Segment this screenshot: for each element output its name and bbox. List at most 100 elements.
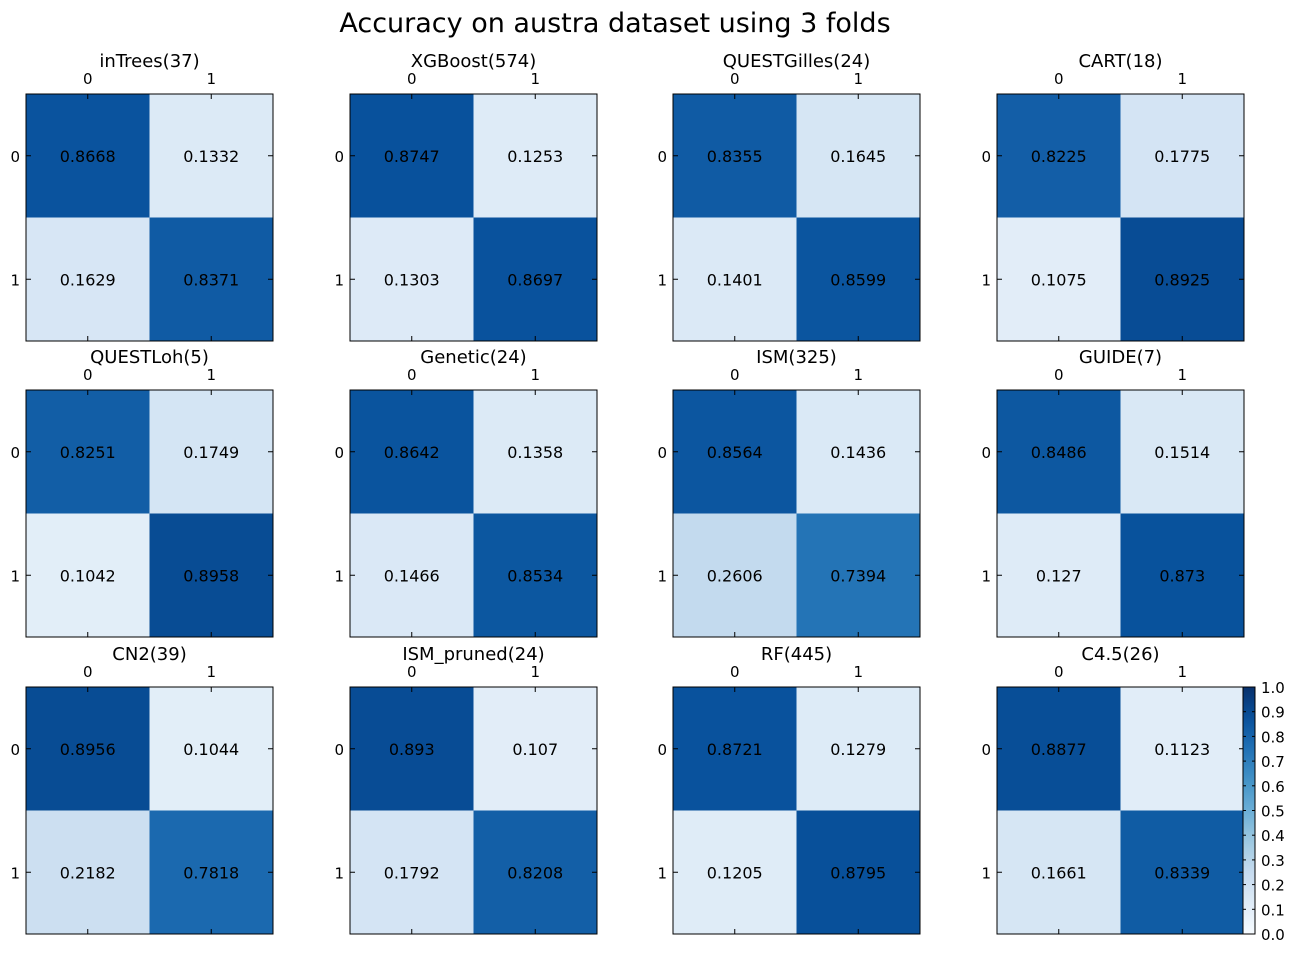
heatmap-frame	[672, 686, 921, 935]
heatmap-title: C4.5(26)	[1081, 644, 1159, 665]
cell-value-label: 0.8251	[60, 443, 116, 462]
heatmap-frame	[25, 686, 274, 935]
cell-value-label: 0.8208	[507, 863, 563, 882]
heatmap-title: RF(445)	[761, 644, 832, 665]
heatmap-cell-0-0	[673, 390, 797, 514]
heatmap-cell-1-1	[1120, 810, 1244, 934]
heatmap-cell-1-0	[997, 810, 1121, 934]
y-tick-label: 0	[10, 148, 20, 166]
colorbar-tick-label: 0.8	[1261, 728, 1285, 746]
cell-value-label: 0.8225	[1031, 147, 1087, 166]
cell-value-label: 0.8795	[830, 863, 886, 882]
heatmap-cell-0-1	[1120, 390, 1244, 514]
heatmap-cell-1-1	[796, 513, 920, 637]
heatmap-cell-1-0	[26, 217, 150, 341]
cell-value-label: 0.1775	[1154, 147, 1210, 166]
x-tick-label: 1	[1177, 663, 1187, 681]
cell-value-label: 0.1075	[1031, 270, 1087, 289]
heatmap-panel-rf-445: 0.8721 0.1279 0.1205 0.8795 0 1 0 1 RF(445)	[657, 644, 921, 935]
y-tick-label: 0	[981, 444, 991, 462]
heatmap-frame	[25, 93, 274, 342]
cell-value-label: 0.1358	[507, 443, 563, 462]
cell-value-label: 0.893	[389, 740, 435, 759]
figure-title: Accuracy on austra dataset using 3 folds	[339, 8, 890, 39]
colorbar-tick-label: 0.5	[1261, 803, 1285, 821]
cell-value-label: 0.1042	[60, 566, 116, 585]
cell-value-label: 0.1436	[830, 443, 886, 462]
heatmap-title: GUIDE(7)	[1079, 347, 1162, 368]
heatmap-title: QUESTLoh(5)	[90, 347, 209, 368]
x-tick-label: 0	[730, 366, 740, 384]
heatmap-frame	[672, 93, 921, 342]
cell-value-label: 0.1645	[830, 147, 886, 166]
cell-value-label: 0.107	[512, 740, 558, 759]
x-tick-label: 0	[1054, 366, 1064, 384]
colorbar-tick-label: 0.7	[1261, 753, 1285, 771]
cell-value-label: 0.1401	[707, 270, 763, 289]
cell-value-label: 0.8339	[1154, 863, 1210, 882]
cell-value-label: 0.8958	[183, 566, 239, 585]
y-tick-label: 1	[10, 567, 20, 585]
heatmap-cell-1-0	[26, 810, 150, 934]
cell-value-label: 0.8747	[384, 147, 440, 166]
x-tick-label: 0	[1054, 70, 1064, 88]
x-tick-label: 0	[407, 70, 417, 88]
heatmap-title: Genetic(24)	[420, 347, 526, 368]
heatmap-cell-0-1	[149, 94, 273, 218]
heatmap-cell-0-1	[796, 687, 920, 811]
heatmap-cell-1-0	[997, 513, 1121, 637]
heatmap-cell-1-1	[473, 810, 597, 934]
cell-value-label: 0.8534	[507, 566, 563, 585]
colorbar-tick-label: 1.0	[1261, 679, 1285, 697]
y-tick-label: 0	[10, 741, 20, 759]
y-tick-label: 0	[657, 444, 667, 462]
heatmap-title: CN2(39)	[112, 644, 186, 665]
heatmap-frame	[349, 93, 598, 342]
colorbar-tick-label: 0.0	[1261, 926, 1285, 944]
heatmap-title: CART(18)	[1078, 51, 1162, 72]
heatmap-cell-1-1	[149, 810, 273, 934]
heatmap-cell-1-1	[149, 217, 273, 341]
y-tick-label: 1	[10, 864, 20, 882]
heatmap-cell-1-0	[997, 217, 1121, 341]
heatmap-cell-0-0	[997, 390, 1121, 514]
heatmap-cell-0-1	[473, 94, 597, 218]
heatmap-cell-0-1	[1120, 687, 1244, 811]
x-tick-label: 0	[83, 366, 93, 384]
cell-value-label: 0.8371	[183, 270, 239, 289]
colorbar-tick-label: 0.6	[1261, 778, 1285, 796]
heatmap-cell-0-1	[796, 94, 920, 218]
heatmap-cell-0-1	[1120, 94, 1244, 218]
heatmap-cell-1-0	[350, 810, 474, 934]
x-tick-label: 0	[83, 663, 93, 681]
y-tick-label: 1	[334, 567, 344, 585]
y-tick-label: 0	[10, 444, 20, 462]
cell-value-label: 0.8668	[60, 147, 116, 166]
heatmap-title: XGBoost(574)	[411, 51, 537, 72]
heatmap-title: QUESTGilles(24)	[723, 51, 871, 72]
heatmap-cell-0-1	[149, 687, 273, 811]
cell-value-label: 0.8721	[707, 740, 763, 759]
heatmap-cell-0-0	[26, 390, 150, 514]
heatmap-cell-1-1	[473, 513, 597, 637]
heatmap-cell-1-1	[796, 217, 920, 341]
cell-value-label: 0.1792	[384, 863, 440, 882]
y-tick-label: 1	[657, 271, 667, 289]
cell-value-label: 0.1514	[1154, 443, 1210, 462]
x-tick-label: 1	[530, 366, 540, 384]
heatmap-cell-1-0	[350, 217, 474, 341]
cell-value-label: 0.8564	[707, 443, 763, 462]
y-tick-label: 1	[981, 567, 991, 585]
heatmap-cell-0-0	[26, 94, 150, 218]
cell-value-label: 0.7818	[183, 863, 239, 882]
cell-value-label: 0.8925	[1154, 270, 1210, 289]
cell-value-label: 0.1044	[183, 740, 239, 759]
heatmap-cell-0-0	[673, 687, 797, 811]
x-tick-label: 1	[853, 663, 863, 681]
x-tick-label: 1	[853, 70, 863, 88]
